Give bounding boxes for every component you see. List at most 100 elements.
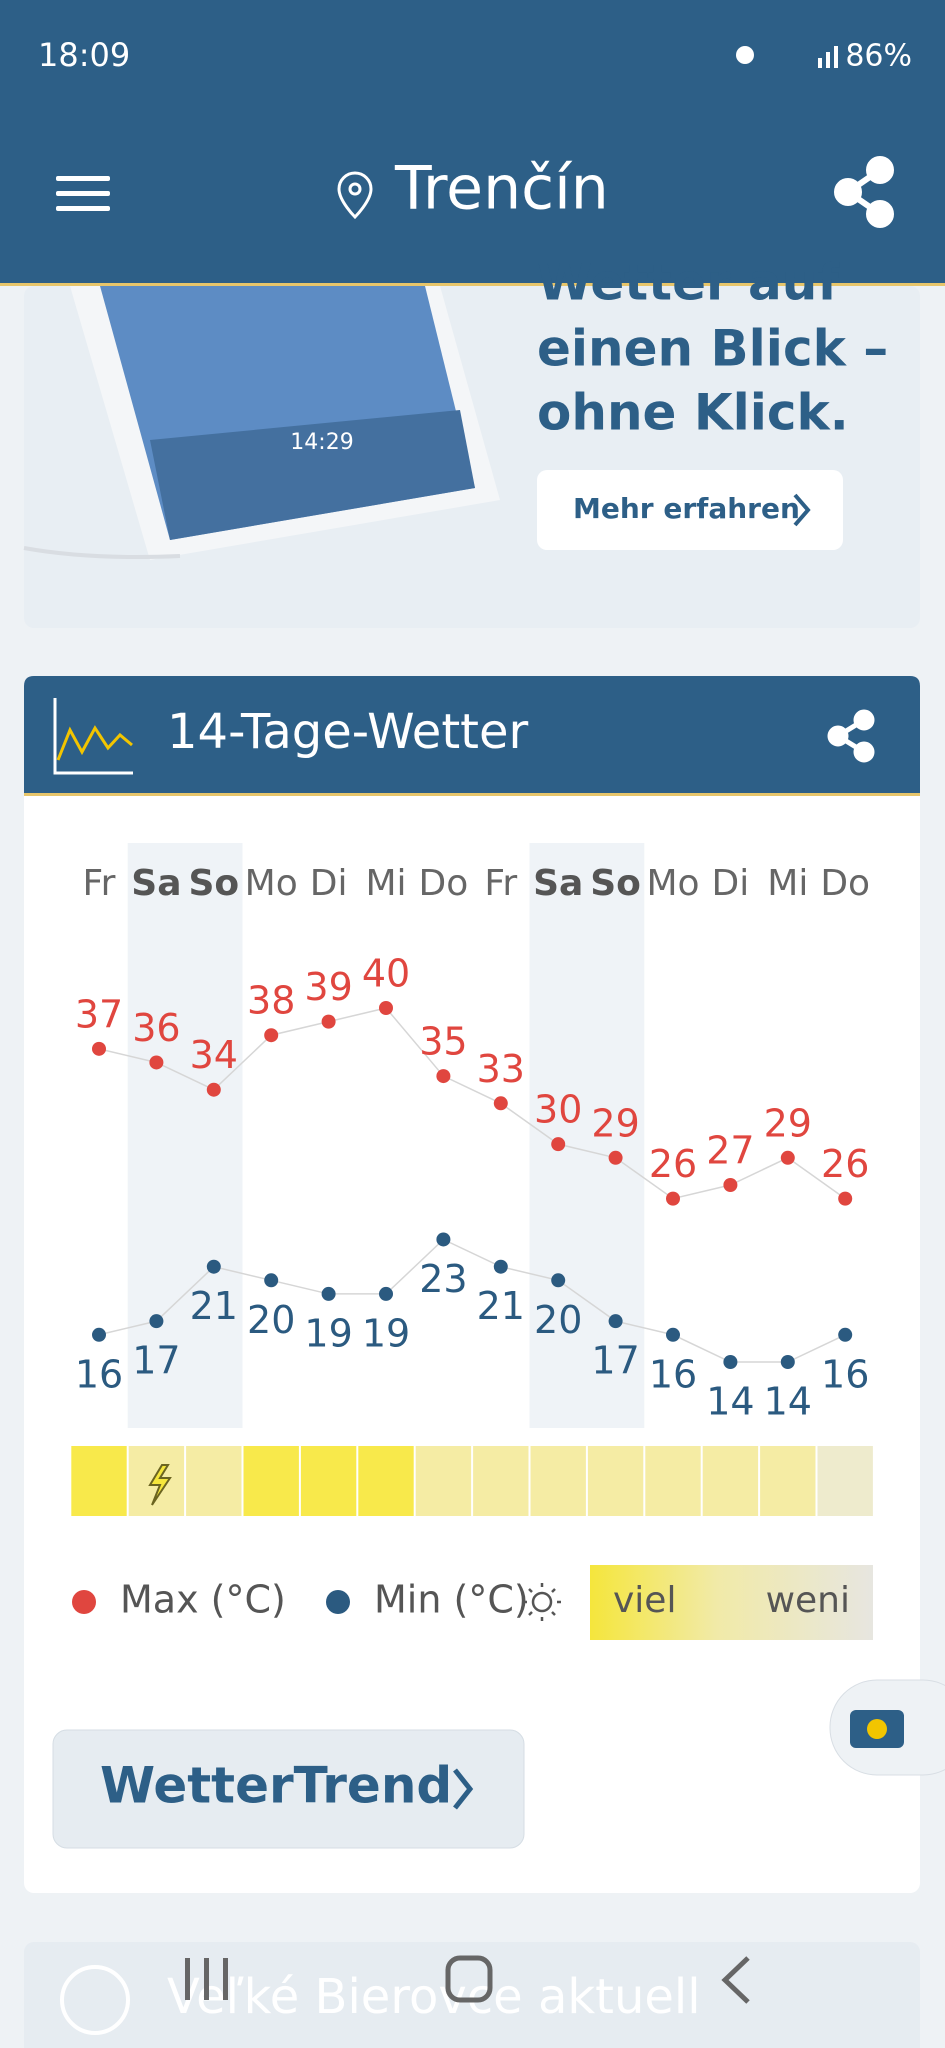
temperature-point: [723, 1355, 738, 1369]
legend-dot: [72, 1590, 96, 1614]
weekend-shade: [529, 843, 645, 1428]
temperature-label: 21: [190, 1284, 238, 1328]
ad-button-label: Mehr erfahren: [573, 492, 800, 525]
day-label: Di: [310, 863, 348, 904]
sunshine-cell: [760, 1446, 816, 1516]
temperature-point: [379, 1001, 393, 1015]
nav-recents[interactable]: [185, 1958, 228, 2000]
temperature-label: 14: [764, 1380, 812, 1424]
temperature-label: 19: [304, 1311, 352, 1355]
day-label: Mo: [245, 863, 298, 904]
temperature-label: 16: [649, 1352, 697, 1396]
sunshine-cell: [817, 1446, 873, 1516]
weekend-shade: [127, 843, 243, 1428]
temperature-label: 21: [477, 1284, 525, 1328]
next-card: [24, 1942, 920, 2048]
temperature-point: [493, 1096, 508, 1111]
sunshine-legend-bar: [590, 1565, 873, 1640]
temperature-point: [206, 1082, 221, 1097]
temperature-label: 35: [419, 1020, 467, 1064]
temperature-label: 17: [132, 1339, 180, 1383]
ad-device: [23, 286, 500, 560]
temperature-label: 36: [132, 1006, 180, 1050]
day-label: Do: [419, 863, 469, 904]
temperature-label: 34: [190, 1033, 238, 1077]
status-time: 18:09: [38, 36, 130, 74]
temperature-label: 40: [362, 952, 410, 996]
temperature-label: 19: [362, 1311, 410, 1355]
legend-label: Min (°C): [374, 1578, 529, 1622]
next-card-icon: [60, 1965, 130, 2035]
temperature-label: 29: [764, 1101, 812, 1145]
day-label: So: [188, 863, 239, 904]
wettertrend-chevron: [453, 1768, 474, 1810]
share-button[interactable]: [834, 156, 894, 228]
temperature-label: 16: [75, 1352, 123, 1396]
card-header: [24, 676, 920, 793]
temperature-point: [493, 1259, 508, 1274]
temperature-point: [321, 1014, 336, 1029]
nav-home[interactable]: [445, 1955, 493, 2003]
legend-label: Max (°C): [120, 1578, 286, 1622]
temperature-label: 37: [75, 992, 123, 1036]
temperature-point: [436, 1232, 451, 1247]
nav-back[interactable]: [721, 1956, 750, 2004]
ad-button-chevron: [793, 493, 811, 527]
temperature-point: [780, 1150, 795, 1165]
temperature-point: [264, 1028, 279, 1043]
temperature-label: 16: [821, 1352, 869, 1396]
sun-icon: [523, 1583, 561, 1621]
menu-button[interactable]: [56, 176, 110, 211]
sunshine-legend-low: weni: [766, 1580, 850, 1621]
temperature-label: 26: [649, 1142, 697, 1186]
header-bg: [0, 0, 945, 283]
temperature-line: [98, 1007, 846, 1200]
day-label: So: [590, 863, 641, 904]
temperature-label: 38: [247, 979, 295, 1023]
temperature-label: 27: [706, 1129, 754, 1173]
day-label: Fr: [83, 863, 116, 904]
ad-device-time: 14:29: [290, 430, 353, 455]
temperature-label: 26: [821, 1142, 869, 1186]
location-title: Trenčín: [394, 154, 609, 224]
temperature-point: [92, 1041, 106, 1056]
sunshine-legend-high: viel: [613, 1580, 676, 1621]
sunshine-cell: [415, 1446, 472, 1516]
header-line: [0, 283, 945, 286]
temperature-point: [92, 1327, 106, 1342]
ad-headline: ohne Klick.: [537, 384, 849, 442]
day-label: Sa: [533, 863, 583, 904]
temperature-point: [666, 1191, 680, 1206]
sunshine-cell: [587, 1446, 644, 1516]
temperature-point: [551, 1273, 566, 1288]
sunshine-cell: [473, 1446, 529, 1516]
temperature-label: 33: [477, 1047, 525, 1091]
status-battery: 86%: [845, 39, 912, 74]
temperature-point: [551, 1137, 566, 1152]
location-pin: [337, 171, 373, 220]
temperature-point: [838, 1327, 853, 1342]
temperature-label: 14: [706, 1380, 754, 1424]
camera-icon-lens: [867, 1719, 887, 1739]
status-icons: [736, 46, 838, 68]
wettertrend-button[interactable]: [52, 1729, 525, 1849]
next-card-title: Veľké Bierovce aktuell: [167, 1969, 701, 2025]
temperature-label: 17: [591, 1339, 639, 1383]
ad-button[interactable]: [537, 470, 843, 550]
sunshine-cell: [358, 1446, 414, 1516]
card-share-button[interactable]: [827, 709, 875, 763]
temperature-point: [723, 1178, 738, 1192]
temperature-label: 20: [247, 1298, 295, 1342]
temperature-point: [780, 1355, 795, 1369]
day-label: Mo: [646, 863, 699, 904]
temperature-point: [666, 1327, 680, 1342]
day-label: Mi: [365, 863, 406, 904]
sunshine-cell: [71, 1446, 127, 1516]
temperature-label: 39: [304, 965, 352, 1009]
day-label: Di: [712, 863, 750, 904]
legend-dot: [326, 1590, 350, 1614]
temperature-label: 20: [534, 1298, 582, 1342]
day-label: Mi: [767, 863, 808, 904]
temperature-label: 30: [534, 1088, 582, 1132]
